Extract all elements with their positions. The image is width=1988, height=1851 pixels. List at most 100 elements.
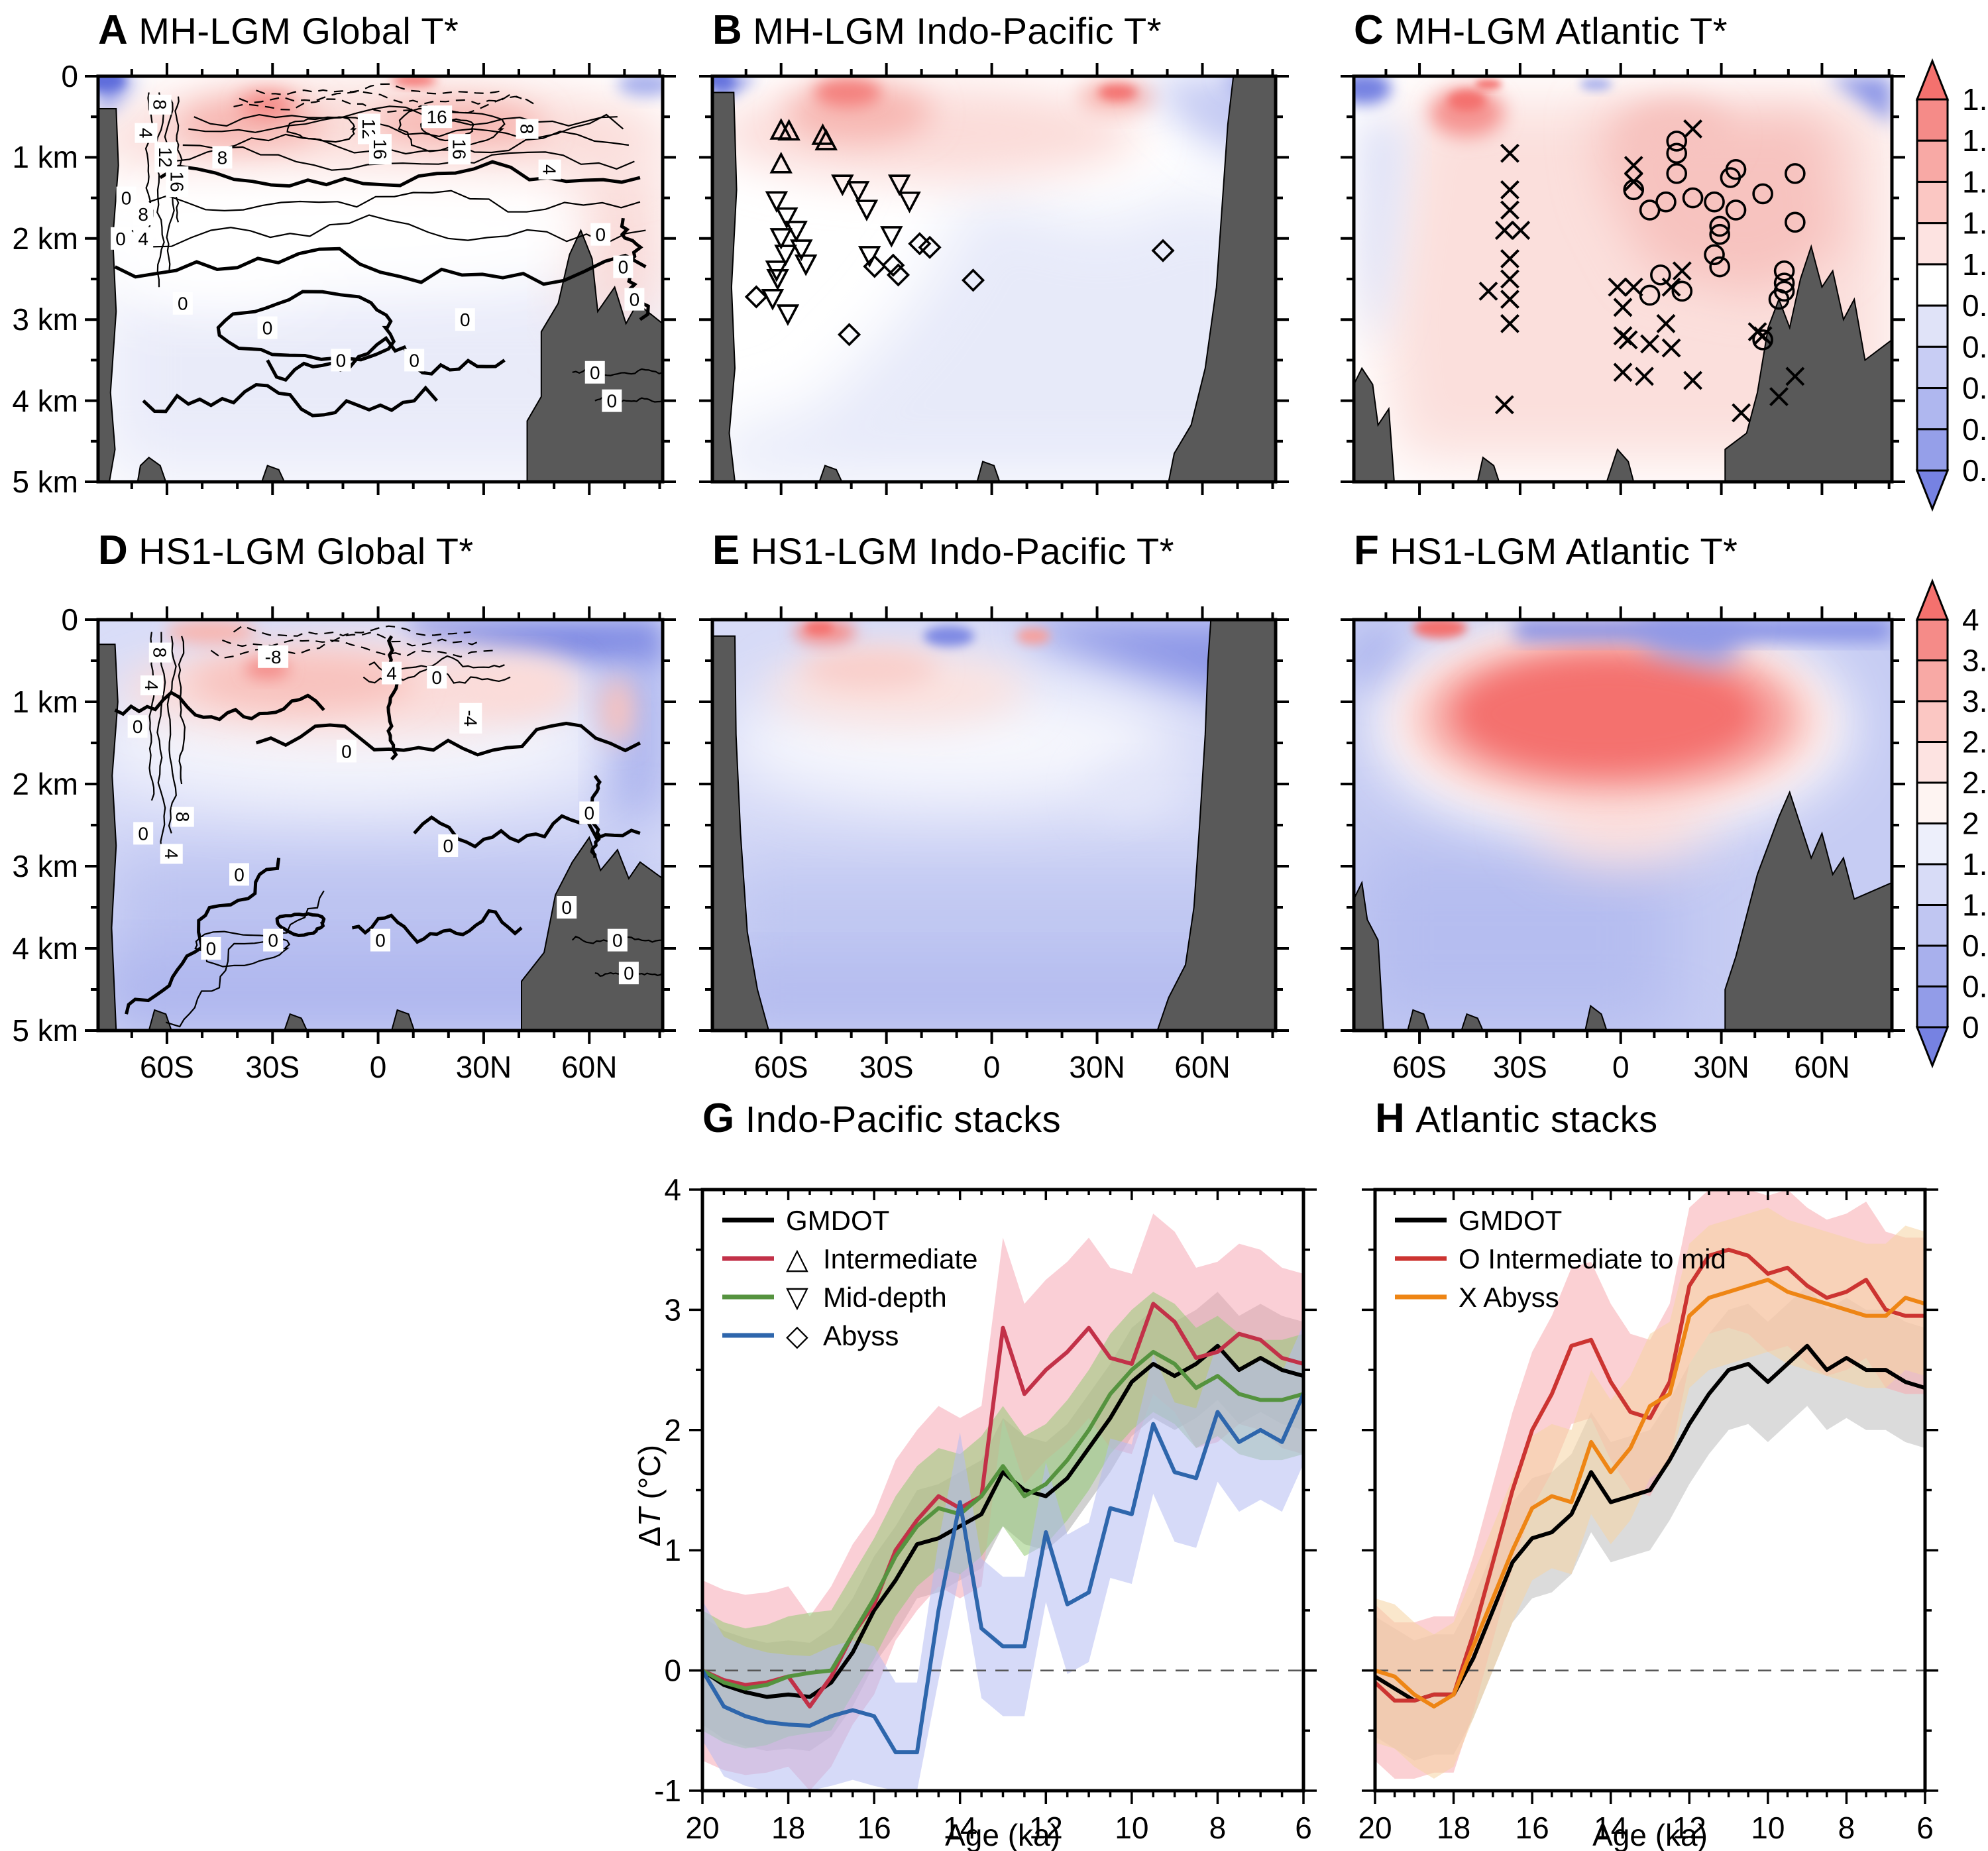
svg-text:0: 0 bbox=[336, 350, 347, 370]
x-marker bbox=[1661, 277, 1681, 297]
x-tick-label: 20 bbox=[1358, 1811, 1392, 1845]
colorbar-tick-label: 3.6 bbox=[1962, 644, 1988, 678]
panel-g-tag: G bbox=[702, 1095, 735, 1141]
contour-line bbox=[286, 116, 357, 143]
legend-symbol: ▽ bbox=[786, 1280, 808, 1314]
contour-line bbox=[266, 335, 506, 382]
contour-label: 0 bbox=[127, 715, 148, 738]
svg-text:0: 0 bbox=[341, 741, 352, 761]
bathymetry-silhouette bbox=[1584, 1005, 1608, 1031]
svg-text:12: 12 bbox=[155, 147, 176, 168]
latitude-tick-label: 30S bbox=[859, 1050, 914, 1084]
circle-marker bbox=[1682, 187, 1704, 209]
colorbar-tick-label: 2.8 bbox=[1962, 725, 1988, 759]
circle-marker bbox=[1773, 260, 1795, 282]
y-tick-label: 3 bbox=[664, 1292, 681, 1327]
contour-fill-region bbox=[1354, 846, 1677, 1031]
circle-marker bbox=[1655, 191, 1677, 213]
colorbar-cell bbox=[1916, 700, 1949, 743]
contour-label: 8 bbox=[148, 94, 172, 115]
contour-label: 16 bbox=[448, 134, 471, 165]
contour-line bbox=[233, 95, 539, 114]
marker-group-circle bbox=[1623, 131, 1806, 351]
contour-fill-region bbox=[1354, 628, 1413, 694]
x-tick-label: 8 bbox=[1838, 1811, 1855, 1845]
panel-c-title-text: MH-LGM Atlantic T* bbox=[1394, 10, 1728, 52]
x-tick-label: 18 bbox=[1437, 1811, 1470, 1845]
x-marker bbox=[1500, 249, 1519, 268]
legend-label: GMDOT bbox=[786, 1205, 889, 1236]
svg-text:0: 0 bbox=[561, 897, 572, 918]
contour-fill-region bbox=[814, 78, 881, 107]
latitude-tick-label: 60N bbox=[1174, 1050, 1231, 1084]
contour-fill-region bbox=[1448, 90, 1486, 111]
svg-text:0: 0 bbox=[431, 667, 442, 688]
svg-text:4: 4 bbox=[386, 663, 397, 684]
y-tick-label: 0 bbox=[664, 1654, 681, 1688]
contour-line bbox=[413, 814, 641, 849]
axis-ticks bbox=[1341, 63, 1905, 495]
contour-label: 0 bbox=[613, 255, 634, 278]
latitude-tick-label: 0 bbox=[983, 1050, 1001, 1084]
triangle-down-marker bbox=[776, 304, 800, 326]
contour-line bbox=[125, 858, 281, 1015]
colorbar-cell bbox=[1916, 98, 1949, 142]
x-marker bbox=[1511, 221, 1531, 240]
contour-fill-region bbox=[802, 648, 938, 690]
svg-text:0: 0 bbox=[178, 294, 188, 314]
contour-fill-region bbox=[98, 209, 324, 308]
svg-text:0: 0 bbox=[268, 930, 278, 951]
panel-b-title-text: MH-LGM Indo-Pacific T* bbox=[753, 10, 1162, 52]
series-line-o-intermediate-to-mid bbox=[1373, 1247, 1925, 1703]
bathymetry-silhouette bbox=[284, 1013, 308, 1031]
marker-group-triangle-down bbox=[761, 174, 921, 326]
marker-group-diamond bbox=[744, 232, 1175, 347]
contour-fill-region bbox=[1474, 79, 1502, 89]
series-line-mid-depth bbox=[701, 1349, 1304, 1691]
contour-line bbox=[166, 636, 177, 834]
bathymetry-silhouette bbox=[526, 229, 663, 482]
panel-d-tag: D bbox=[98, 528, 129, 573]
contour-line bbox=[114, 247, 647, 286]
colorbar-cell bbox=[1916, 180, 1949, 225]
g-y-axis-label: ΔT (°C) bbox=[632, 1430, 667, 1562]
triangle-up-marker bbox=[814, 129, 838, 150]
triangle-down-marker bbox=[794, 254, 818, 276]
svg-text:0: 0 bbox=[584, 803, 594, 823]
colorbar-tick-label: 1.6 bbox=[1962, 847, 1988, 881]
x-tick-label: 14 bbox=[1594, 1811, 1628, 1845]
bathymetry-silhouette bbox=[1461, 1013, 1484, 1031]
x-marker bbox=[1624, 156, 1643, 176]
latitude-tick-label: 30N bbox=[1693, 1050, 1749, 1084]
contour-label: 16 bbox=[166, 166, 189, 197]
contour-label: 8 bbox=[171, 807, 194, 827]
colorbar-cell bbox=[1916, 944, 1949, 987]
panel-d-title: D HS1-LGM Global T* bbox=[98, 527, 474, 574]
svg-text:4: 4 bbox=[161, 849, 182, 860]
legend-label: Mid-depth bbox=[823, 1282, 947, 1313]
circle-marker bbox=[1768, 288, 1790, 310]
svg-text:0: 0 bbox=[607, 391, 618, 412]
contour-line bbox=[182, 131, 630, 155]
contour-line bbox=[275, 912, 326, 938]
chart-axis-ticks bbox=[1362, 1188, 1938, 1804]
triangle-down-marker bbox=[790, 239, 813, 261]
contour-fill-region bbox=[805, 622, 834, 634]
contour-label: 0 bbox=[602, 389, 622, 412]
circle-marker bbox=[1785, 211, 1806, 233]
panel-c-tag: C bbox=[1354, 7, 1384, 53]
x-marker bbox=[1608, 277, 1628, 297]
depth-tick-label: 5 km bbox=[12, 465, 78, 499]
colorbar-cell bbox=[1916, 139, 1949, 183]
x-marker bbox=[1500, 269, 1519, 289]
svg-text:4: 4 bbox=[539, 164, 560, 175]
contour-line bbox=[178, 636, 186, 785]
panel-f-plot bbox=[1341, 606, 1905, 1044]
svg-text:0: 0 bbox=[624, 963, 634, 983]
svg-text:8: 8 bbox=[138, 204, 148, 225]
bathymetry-silhouette bbox=[818, 465, 843, 482]
colorbar-cell bbox=[1916, 822, 1949, 866]
contour-label: 0 bbox=[331, 349, 351, 372]
